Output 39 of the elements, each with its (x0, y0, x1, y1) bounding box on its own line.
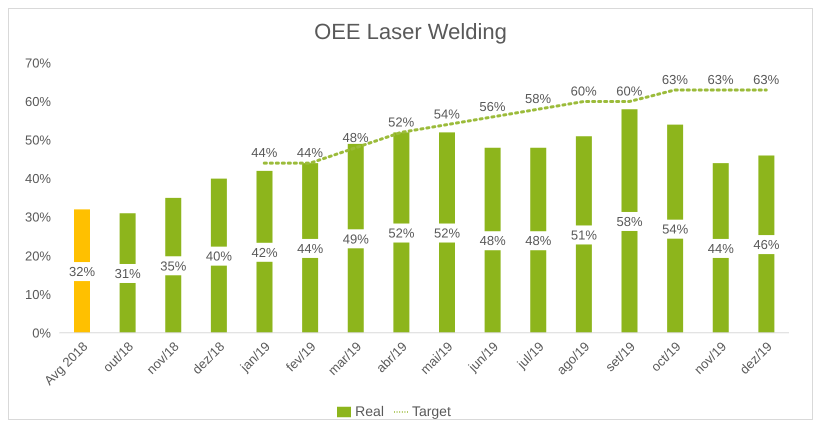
data-label: 49% (342, 231, 370, 246)
y-tick-label: 50% (24, 132, 52, 148)
data-label: 63% (662, 72, 688, 87)
data-label: 63% (753, 72, 780, 87)
legend-label: Target (412, 402, 451, 419)
y-tick-label: 10% (24, 286, 52, 302)
data-label: 44% (251, 145, 278, 160)
y-tick-label: 60% (24, 94, 52, 110)
data-label: 54% (434, 106, 460, 122)
data-label: 31% (114, 266, 142, 281)
data-label: 51% (570, 227, 598, 242)
data-label: 40% (206, 248, 232, 264)
data-label: 48% (342, 130, 370, 145)
data-label: 58% (616, 214, 643, 229)
data-label: 60% (616, 84, 643, 99)
data-label: 48% (480, 233, 506, 248)
data-label: 60% (570, 84, 598, 99)
y-tick-label: 70% (24, 56, 52, 71)
chart-title: OEE Laser Welding (313, 18, 508, 46)
y-tick-label: 30% (24, 210, 52, 225)
data-label: 52% (388, 226, 415, 241)
data-label: 48% (525, 233, 552, 248)
data-label: 56% (479, 98, 506, 114)
data-label: 44% (296, 145, 324, 160)
legend-label: Real (355, 402, 384, 419)
data-label: 44% (297, 240, 324, 256)
y-tick-label: 0% (32, 325, 52, 340)
data-label: 46% (753, 237, 780, 252)
data-label: 35% (160, 258, 187, 274)
y-tick-label: 40% (24, 171, 52, 186)
data-label: 32% (68, 264, 96, 280)
data-label: 58% (525, 91, 552, 106)
data-label: 44% (708, 240, 734, 256)
data-label: 54% (662, 222, 689, 237)
data-label: 52% (388, 114, 415, 130)
data-label: 52% (434, 226, 460, 241)
y-tick-label: 20% (24, 248, 52, 264)
data-label: 42% (251, 244, 278, 260)
data-label: 63% (708, 72, 734, 87)
